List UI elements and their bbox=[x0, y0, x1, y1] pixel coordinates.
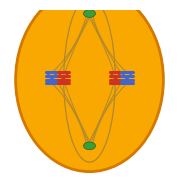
Ellipse shape bbox=[83, 142, 96, 150]
Ellipse shape bbox=[83, 10, 96, 17]
Ellipse shape bbox=[16, 0, 163, 172]
